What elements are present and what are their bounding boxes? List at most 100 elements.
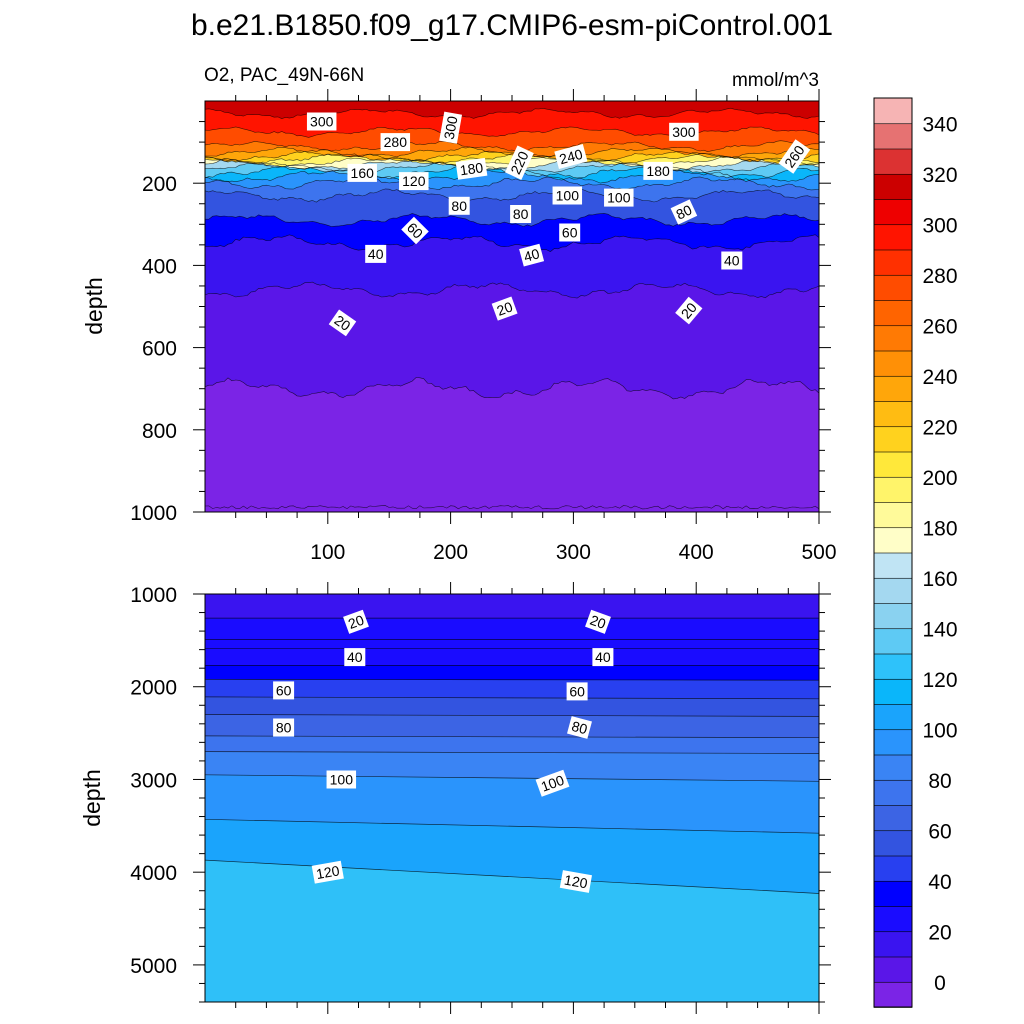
contour-label-box (592, 648, 614, 667)
contour-label-box (510, 205, 532, 223)
contour-label-text: 60 (569, 683, 585, 699)
contour-label-text: 20 (588, 612, 608, 632)
y-tick-label: 400 (142, 255, 177, 278)
contour-label: 300 (439, 111, 463, 144)
contour-label-text: 60 (562, 225, 578, 241)
colorbar-swatch (873, 577, 913, 604)
contour-label-box (273, 718, 295, 737)
contour-label: 280 (380, 133, 411, 152)
lower-contour-line-70 (204, 714, 820, 717)
colorbar-tick-label: 180 (922, 517, 957, 540)
contour-label-box (778, 139, 811, 174)
contour-label-box (380, 133, 411, 152)
contour-label: 120 (311, 860, 344, 884)
colorbar-tick-label: 100 (922, 719, 957, 742)
upper-contour-line-10 (204, 377, 820, 400)
lower-contour-line-120 (204, 859, 820, 894)
contour-label: 300 (306, 112, 337, 131)
contour-label-text: 120 (315, 862, 341, 882)
contour-label: 100 (326, 770, 357, 789)
lower-contour-line-60 (204, 696, 820, 700)
contour-label: 180 (455, 157, 488, 180)
upper-contour-line-240 (204, 150, 820, 163)
colorbar-tick-label: 0 (934, 972, 946, 995)
contour-label: 120 (399, 172, 429, 191)
lower-contour-line-50 (204, 678, 820, 681)
lower-contour-lines (204, 617, 820, 894)
colorbar-swatch (873, 905, 913, 933)
contour-label-box (559, 870, 592, 893)
contour-label-box (306, 112, 337, 131)
colorbar-swatch (873, 324, 913, 352)
contour-label: 40 (344, 648, 366, 667)
upper-units-label: mmol/m^3 (732, 70, 819, 91)
contour-label-text: 100 (539, 772, 567, 795)
chart-title: b.e21.B1850.f09_g17.CMIP6-esm-piControl.… (191, 9, 833, 42)
contour-label: 100 (552, 186, 583, 205)
contour-label: 80 (510, 205, 532, 223)
colorbar-tick-label: 220 (922, 416, 957, 439)
lower-contour-line-90 (204, 751, 820, 754)
contour-label: 240 (554, 143, 588, 170)
colorbar-tick-label: 340 (922, 113, 957, 136)
contour-label-text: 40 (368, 246, 384, 262)
colorbar-swatch (873, 501, 913, 529)
upper-contour-line-220 (204, 153, 820, 165)
contour-label: 20 (491, 296, 518, 321)
colorbar-swatch (873, 779, 913, 806)
contour-label-box (643, 161, 673, 180)
contour-label-text: 40 (347, 649, 363, 665)
colorbar-swatch (873, 602, 913, 630)
colorbar-swatch (873, 880, 913, 907)
lower-contour-labels: 20 20 40 40 60 60 80 80 100 100 120 120 (273, 609, 614, 893)
colorbar-tick-label: 160 (922, 568, 957, 591)
contour-label-box (365, 244, 387, 263)
contour-label-box (491, 296, 518, 321)
x-tick-label: 300 (556, 541, 591, 564)
contour-label-text: 100 (607, 190, 631, 206)
y-tick-label: 800 (142, 420, 177, 443)
contour-label: 60 (566, 682, 588, 701)
colorbar-swatch (873, 223, 913, 251)
colorbar-swatch (873, 249, 913, 276)
contour-label: 100 (535, 769, 570, 797)
colorbar-swatch (873, 274, 913, 301)
colorbar: 3403203002802602402202001801601401201008… (873, 97, 958, 1008)
x-tick-label: 400 (679, 541, 714, 564)
colorbar-tick-label: 280 (922, 265, 957, 288)
contour-label-box (675, 296, 703, 325)
contour-label-box (448, 196, 470, 215)
colorbar-swatch (873, 703, 913, 731)
upper-contour-band-320 (205, 101, 819, 119)
colorbar-swatch (873, 122, 913, 150)
contour-label: 20 (675, 296, 703, 325)
colorbar-swatch (873, 97, 913, 125)
colorbar-frame (873, 97, 913, 1008)
contour-label-box (328, 309, 357, 337)
contour-label-box (535, 769, 570, 797)
contour-label-box (273, 681, 295, 700)
upper-contour-line-0 (204, 505, 820, 510)
colorbar-swatch (873, 148, 913, 175)
upper-y-axis-label: depth (81, 277, 107, 335)
contour-label-box (585, 609, 611, 634)
contour-label: 120 (559, 870, 592, 893)
contour-label-box (399, 172, 429, 191)
contour-label: 20 (343, 609, 369, 634)
contour-label-box (439, 111, 463, 144)
y-tick-label: 2000 (130, 677, 177, 700)
contour-label-text: 40 (522, 245, 541, 265)
colorbar-swatch (873, 754, 913, 781)
contour-label: 60 (273, 681, 295, 700)
contour-label-text: 100 (330, 772, 354, 788)
contour-label-text: 120 (402, 173, 426, 189)
contour-label-text: 300 (441, 115, 461, 141)
contour-label-box (552, 186, 583, 205)
colorbar-swatch (873, 425, 913, 453)
lower-contour-line-110 (204, 818, 820, 834)
lower-contour-fills (205, 594, 819, 1002)
colorbar-tick-label: 40 (928, 871, 951, 894)
colorbar-swatch (873, 829, 913, 857)
